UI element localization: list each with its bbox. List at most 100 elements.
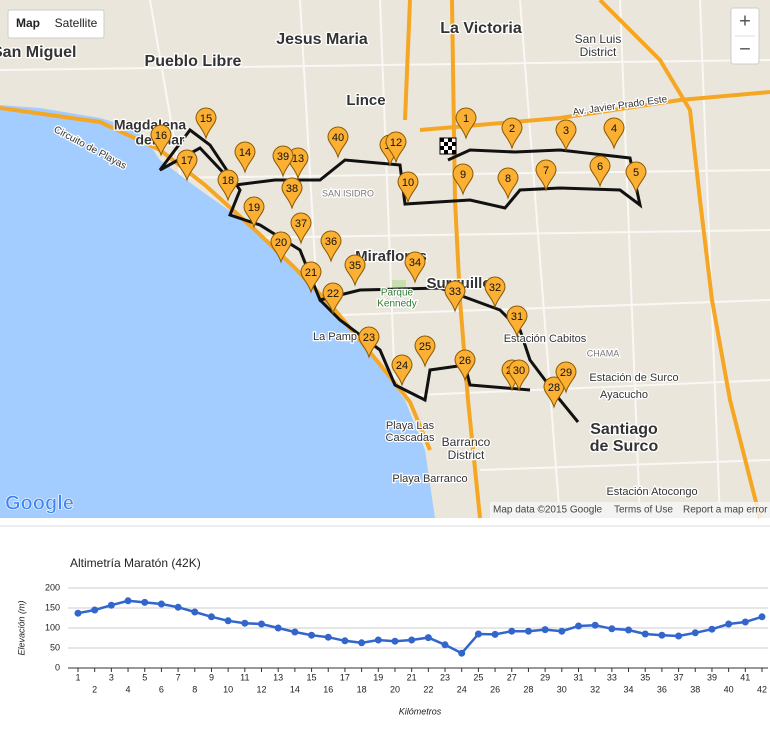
route-marker[interactable]: 1	[455, 107, 477, 140]
place-label: Estación Cabitos	[504, 333, 587, 345]
elevation-point	[508, 627, 516, 635]
route-marker[interactable]: 40	[327, 126, 349, 159]
route-marker[interactable]: 16	[150, 124, 172, 157]
marker-pin	[391, 354, 413, 387]
elevation-point	[675, 632, 683, 640]
route-marker[interactable]: 7	[535, 159, 557, 192]
marker-label: 35	[349, 260, 361, 272]
route-marker[interactable]: 36	[320, 230, 342, 263]
y-tick-label: 0	[55, 662, 60, 672]
zoom-out[interactable]: −	[739, 38, 751, 60]
route-marker[interactable]: 20	[270, 231, 292, 264]
route-marker[interactable]: 28	[543, 376, 565, 409]
route-marker[interactable]: 8	[497, 167, 519, 200]
route-marker[interactable]: 10	[397, 171, 419, 204]
x-tick-label: 38	[690, 684, 700, 694]
marker-label: 34	[409, 257, 421, 269]
route-marker[interactable]: 9	[452, 163, 474, 196]
route-marker[interactable]: 34	[404, 251, 426, 284]
marker-label: 31	[511, 311, 523, 323]
marker-label: 9	[460, 169, 466, 181]
x-tick-label: 28	[523, 684, 533, 694]
markers: 1234567891011121314151617181920212223242…	[150, 107, 647, 409]
route-marker[interactable]: 26	[454, 349, 476, 382]
y-tick-label: 50	[50, 642, 60, 652]
marker-pin	[454, 349, 476, 382]
route-marker[interactable]: 2	[501, 117, 523, 150]
route-marker[interactable]: 39	[272, 145, 294, 178]
place-label: District	[448, 448, 485, 462]
x-tick-label: 2	[92, 684, 97, 694]
route-marker[interactable]: 23	[358, 326, 380, 359]
x-tick-label: 34	[624, 684, 634, 694]
route-marker[interactable]: 29	[555, 361, 577, 394]
route-marker[interactable]: 33	[444, 280, 466, 313]
map-button[interactable]: Map	[16, 16, 40, 30]
marker-label: 39	[277, 151, 289, 163]
route-marker[interactable]: 32	[484, 276, 506, 309]
zoom-control[interactable]: + −	[730, 7, 760, 65]
x-tick-label: 8	[192, 684, 197, 694]
route-marker[interactable]: 19	[243, 196, 265, 229]
marker-pin	[535, 159, 557, 192]
route-marker[interactable]: 37	[290, 212, 312, 245]
marker-pin	[281, 177, 303, 210]
route-marker[interactable]: 5	[625, 161, 647, 194]
x-tick-label: 23	[440, 672, 450, 682]
elevation-point	[291, 628, 299, 636]
marker-label: 2	[509, 123, 515, 135]
x-tick-label: 40	[724, 684, 734, 694]
marker-pin	[320, 230, 342, 263]
route-marker[interactable]: 17	[176, 149, 198, 182]
satellite-button[interactable]: Satellite	[55, 16, 98, 30]
route-marker[interactable]: 35	[344, 254, 366, 287]
marker-pin	[497, 167, 519, 200]
marker-pin	[603, 117, 625, 150]
place-label: CHAMA	[587, 348, 620, 358]
marker-label: 12	[390, 137, 402, 149]
elevation-point	[758, 613, 766, 621]
place-label: Parque	[381, 288, 414, 299]
marker-label: 17	[181, 155, 193, 167]
x-tick-label: 6	[159, 684, 164, 694]
marker-pin	[484, 276, 506, 309]
route-marker[interactable]: 25	[414, 335, 436, 368]
route-marker[interactable]: 18	[217, 169, 239, 202]
x-tick-label: 7	[176, 672, 181, 682]
route-marker[interactable]: 6	[589, 155, 611, 188]
route-marker[interactable]: 12	[385, 131, 407, 164]
route-marker[interactable]: 38	[281, 177, 303, 210]
marker-pin	[176, 149, 198, 182]
x-tick-label: 17	[340, 672, 350, 682]
marker-pin	[234, 141, 256, 174]
route-marker[interactable]: 14	[234, 141, 256, 174]
marker-pin	[452, 163, 474, 196]
marker-label: 7	[543, 165, 549, 177]
route-marker[interactable]: 15	[195, 107, 217, 140]
route-marker[interactable]: 4	[603, 117, 625, 150]
terms-link[interactable]: Terms of Use	[614, 505, 673, 516]
place-label: District	[580, 45, 617, 59]
x-tick-label: 3	[109, 672, 114, 682]
marker-label: 32	[489, 282, 501, 294]
elevation-point	[174, 603, 182, 611]
route-marker[interactable]: 21	[300, 261, 322, 294]
route-marker[interactable]: 24	[391, 354, 413, 387]
route-marker[interactable]: 31	[506, 305, 528, 338]
x-tick-label: 33	[607, 672, 617, 682]
place-label: Ayacucho	[600, 389, 648, 401]
elevation-point	[524, 627, 532, 635]
marker-label: 24	[396, 360, 408, 372]
marker-pin	[455, 107, 477, 140]
zoom-in[interactable]: +	[739, 10, 751, 32]
x-tick-label: 41	[740, 672, 750, 682]
marker-label: 13	[292, 153, 304, 165]
route-marker[interactable]: 30	[508, 359, 530, 392]
report-link[interactable]: Report a map error	[683, 505, 768, 516]
place-label: Santiago	[590, 421, 658, 438]
map-type-control[interactable]: Map Satellite	[7, 9, 105, 39]
x-tick-label: 19	[373, 672, 383, 682]
route-marker[interactable]: 3	[555, 119, 577, 152]
route-marker[interactable]: 22	[322, 282, 344, 315]
